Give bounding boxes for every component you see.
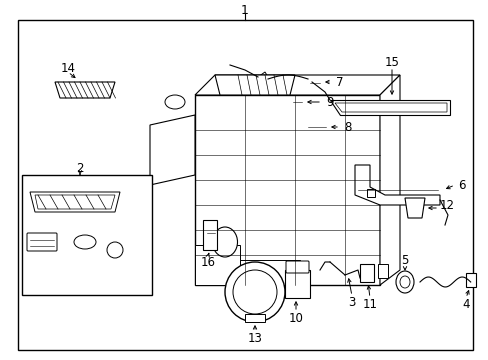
- Polygon shape: [195, 75, 399, 95]
- Bar: [359, 264, 373, 282]
- Text: 8: 8: [344, 121, 351, 134]
- Bar: [22, 175, 152, 295]
- Text: 11: 11: [362, 298, 377, 311]
- Bar: [305, 121, 327, 132]
- Text: 15: 15: [384, 55, 399, 68]
- Bar: [366, 189, 374, 197]
- FancyBboxPatch shape: [289, 97, 304, 107]
- Text: 4: 4: [461, 297, 469, 310]
- Polygon shape: [404, 198, 424, 218]
- Text: 5: 5: [401, 253, 408, 266]
- Text: 13: 13: [247, 332, 262, 345]
- Circle shape: [232, 270, 276, 314]
- Polygon shape: [379, 75, 399, 285]
- Circle shape: [107, 242, 123, 258]
- Ellipse shape: [212, 227, 237, 257]
- Text: 16: 16: [200, 256, 215, 269]
- Polygon shape: [240, 260, 299, 285]
- Polygon shape: [329, 100, 449, 115]
- Bar: [307, 76, 321, 88]
- Polygon shape: [258, 72, 267, 83]
- Polygon shape: [354, 165, 439, 205]
- Bar: [465, 273, 475, 287]
- Text: 1: 1: [241, 4, 248, 17]
- Polygon shape: [215, 75, 294, 95]
- Polygon shape: [30, 192, 120, 212]
- Ellipse shape: [395, 271, 413, 293]
- Text: 14: 14: [61, 62, 75, 75]
- Bar: [244, 314, 264, 322]
- Bar: [203, 220, 217, 250]
- Ellipse shape: [399, 276, 409, 288]
- Text: 9: 9: [325, 95, 333, 108]
- FancyBboxPatch shape: [27, 233, 57, 251]
- Text: 6: 6: [457, 179, 465, 192]
- Text: 2: 2: [76, 162, 83, 175]
- Text: 10: 10: [288, 311, 303, 324]
- Polygon shape: [150, 115, 195, 185]
- Ellipse shape: [74, 235, 96, 249]
- Text: 12: 12: [439, 198, 453, 212]
- Circle shape: [224, 262, 285, 322]
- Bar: [285, 270, 309, 298]
- Polygon shape: [55, 82, 115, 98]
- Text: 7: 7: [336, 76, 343, 89]
- Bar: [195, 95, 379, 285]
- Text: 3: 3: [347, 296, 355, 309]
- Bar: [377, 264, 387, 278]
- Bar: [195, 245, 240, 285]
- Ellipse shape: [164, 95, 184, 109]
- FancyBboxPatch shape: [285, 261, 308, 273]
